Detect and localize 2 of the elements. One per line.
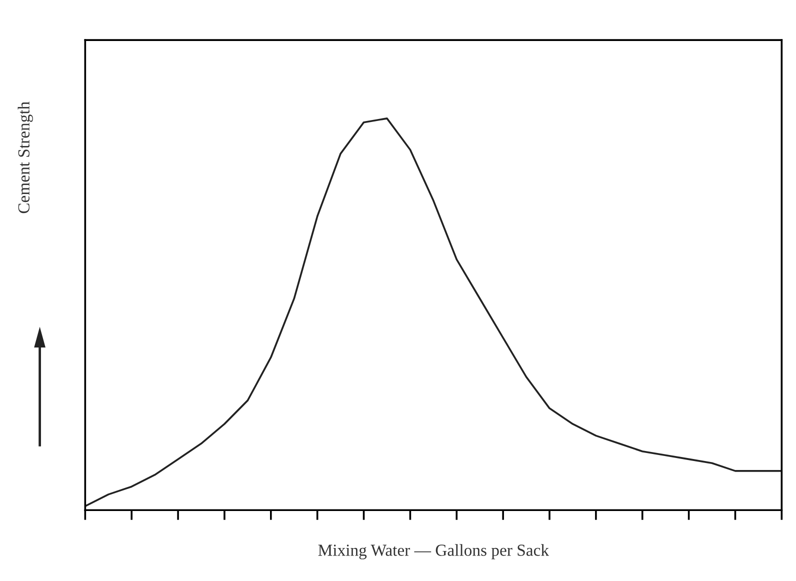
- y-axis-title: Cement Strength: [18, 102, 33, 214]
- x-axis-title: Mixing Water — Gallons per Sack: [318, 544, 550, 560]
